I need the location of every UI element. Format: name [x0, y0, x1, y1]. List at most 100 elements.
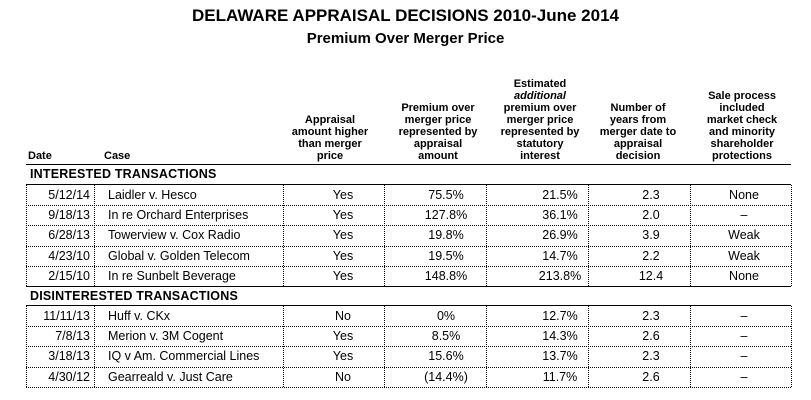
cell-date: 4/30/12: [48, 369, 90, 384]
header-rule: [26, 164, 791, 165]
cell-appraisal-higher: Yes: [332, 268, 354, 283]
column-separator: [486, 306, 487, 387]
header-date: Date: [28, 150, 52, 162]
table-row: 6/28/13 Towerview v. Cox Radio Yes 19.8% 26.…: [26, 225, 791, 245]
row-separator: [26, 245, 791, 247]
column-separator: [283, 306, 284, 387]
cell-case: IQ v Am. Commercial Lines: [108, 349, 260, 364]
cell-premium: 19.8%: [428, 228, 464, 243]
cell-case: Huff v. CKx: [108, 309, 171, 323]
cell-sale-process: None: [729, 188, 759, 202]
header-sale: Sale process included market check and mino…: [706, 90, 778, 162]
cell-date: 3/18/13: [48, 349, 90, 364]
cell-estimated-premium: 11.7%: [542, 369, 578, 384]
cell-premium: 8.5%: [431, 329, 461, 344]
cell-years: 2.3: [642, 188, 660, 202]
cell-case: Gearreald v. Just Care: [108, 369, 233, 384]
cell-premium: 127.8%: [424, 208, 468, 223]
cell-years: 2.6: [642, 329, 660, 344]
cell-case: Towerview v. Cox Radio: [108, 228, 241, 243]
table-row: 4/23/10 Global v. Golden Telecom Yes 19.5% 1…: [26, 246, 791, 266]
cell-estimated-premium: 13.7%: [542, 349, 578, 364]
table-row: 5/12/14 Laidler v. Hesco Yes 75.5% 21.5% 2.3 N…: [26, 185, 791, 205]
cell-sale-process: None: [729, 268, 759, 283]
section-rule: [26, 286, 791, 287]
header-case: Case: [104, 150, 131, 162]
column-separator: [283, 185, 284, 286]
row-separator: [26, 205, 791, 207]
page-subtitle: Premium Over Merger Price: [306, 30, 505, 47]
column-separator: [94, 185, 95, 286]
cell-case: Merion v. 3M Cogent: [108, 329, 224, 344]
page-title: DELAWARE APPRAISAL DECISIONS 2010-June 2…: [191, 6, 620, 25]
cell-years: 2.6: [642, 369, 660, 384]
cell-appraisal-higher: Yes: [332, 228, 354, 243]
cell-premium: (14.4%): [424, 369, 468, 384]
cell-date: 9/18/13: [48, 208, 90, 223]
row-separator: [26, 265, 791, 267]
cell-sale-process: Weak: [728, 228, 760, 243]
cell-years: 2.3: [642, 349, 660, 364]
row-separator: [26, 225, 791, 227]
section-label-disinterested: DISINTERESTED TRANSACTIONS: [30, 289, 238, 303]
row-separator: [26, 366, 791, 368]
cell-case: In re Orchard Enterprises: [108, 208, 249, 223]
table-row: 3/18/13 IQ v Am. Commercial Lines Yes 15.6%…: [26, 346, 791, 366]
column-separator: [384, 185, 385, 286]
cell-appraisal-higher: No: [335, 309, 351, 323]
cell-date: 11/11/13: [43, 309, 90, 323]
cell-appraisal-higher: Yes: [332, 188, 354, 202]
cell-sale-process: Weak: [728, 248, 760, 263]
row-separator: [26, 346, 791, 348]
table-row: 4/30/12 Gearreald v. Just Care No (14.4%) 11…: [26, 367, 791, 387]
cell-premium: 148.8%: [424, 268, 468, 283]
cell-appraisal-higher: Yes: [332, 329, 354, 344]
cell-sale-process: –: [740, 329, 748, 344]
table-row: 11/11/13 Huff v. CKx No 0% 12.7% 2.3 –: [26, 306, 791, 326]
cell-case: Global v. Golden Telecom: [108, 248, 250, 263]
cell-years: 12.4: [638, 268, 664, 283]
table-row: 2/15/10 In re Sunbelt Beverage Yes 148.8% 21…: [26, 266, 791, 286]
cell-estimated-premium: 36.1%: [542, 208, 578, 223]
cell-appraisal-higher: Yes: [332, 208, 354, 223]
cell-sale-process: –: [740, 208, 748, 223]
cell-case: In re Sunbelt Beverage: [108, 268, 236, 283]
table-row: 9/18/13 In re Orchard Enterprises Yes 127.8…: [26, 205, 791, 225]
cell-case: Laidler v. Hesco: [108, 188, 197, 202]
cell-date: 7/8/13: [55, 329, 90, 344]
section-label-interested: INTERESTED TRANSACTIONS: [30, 167, 217, 181]
column-separator: [690, 185, 691, 286]
cell-premium: 0%: [436, 309, 456, 323]
column-separator: [94, 306, 95, 387]
header-premium: Premium over merger price represented by ap…: [398, 102, 478, 162]
column-separator: [588, 306, 589, 387]
header-estimated: Estimated additional premium over merger pr…: [500, 78, 580, 162]
cell-appraisal-higher: Yes: [332, 349, 354, 364]
cell-appraisal-higher: Yes: [332, 248, 354, 263]
cell-date: 5/12/14: [48, 188, 90, 202]
cell-years: 3.9: [642, 228, 660, 243]
section-rule: [26, 184, 791, 185]
table-row: 7/8/13 Merion v. 3M Cogent Yes 8.5% 14.3% 2.6…: [26, 326, 791, 346]
header-years: Number of years from merger date to apprais…: [599, 102, 677, 162]
cell-premium: 75.5%: [428, 188, 464, 202]
cell-appraisal-higher: No: [335, 369, 351, 384]
cell-estimated-premium: 12.7%: [542, 309, 578, 323]
column-separator: [791, 185, 792, 286]
cell-estimated-premium: 14.3%: [542, 329, 578, 344]
column-separator: [486, 185, 487, 286]
column-separator: [690, 306, 691, 387]
cell-premium: 15.6%: [428, 349, 464, 364]
column-separator: [26, 185, 27, 286]
column-separator: [384, 306, 385, 387]
row-separator: [26, 326, 791, 328]
cell-date: 4/23/10: [48, 248, 90, 263]
cell-premium: 19.5%: [428, 248, 464, 263]
cell-sale-process: –: [740, 309, 748, 323]
cell-sale-process: –: [740, 349, 748, 364]
cell-estimated-premium: 14.7%: [542, 248, 578, 263]
cell-sale-process: –: [740, 369, 748, 384]
header-appraisal: Appraisal amount higher than merger price: [291, 114, 369, 162]
section-rule: [26, 305, 791, 306]
column-separator: [588, 185, 589, 286]
